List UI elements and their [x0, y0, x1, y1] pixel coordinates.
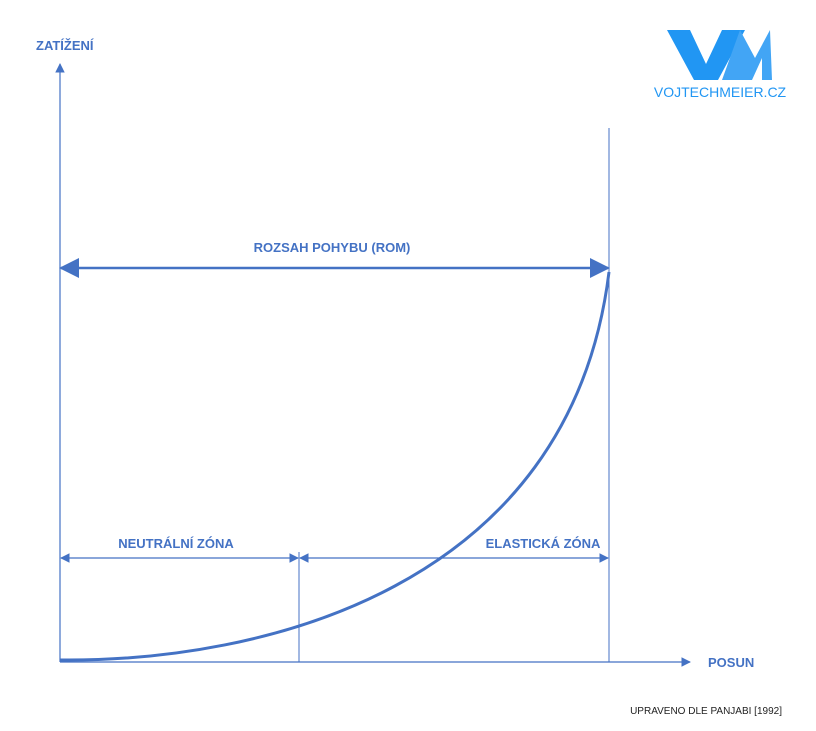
x-axis-label: POSUN: [708, 655, 754, 670]
logo-shape: [667, 30, 745, 80]
rom-label: ROZSAH POHYBU (ROM): [254, 240, 411, 255]
logo-text: VOJTECHMEIER.CZ: [654, 84, 787, 100]
source-note: UPRAVENO DLE PANJABI [1992]: [630, 706, 782, 717]
load-curve: [59, 271, 611, 662]
logo: VOJTECHMEIER.CZ: [654, 30, 787, 100]
neutral-zone-label: NEUTRÁLNÍ ZÓNA: [118, 536, 234, 551]
logo-shape: [722, 30, 772, 80]
elastic-zone-label: ELASTICKÁ ZÓNA: [486, 536, 601, 551]
y-axis-label: ZATÍŽENÍ: [36, 38, 94, 53]
